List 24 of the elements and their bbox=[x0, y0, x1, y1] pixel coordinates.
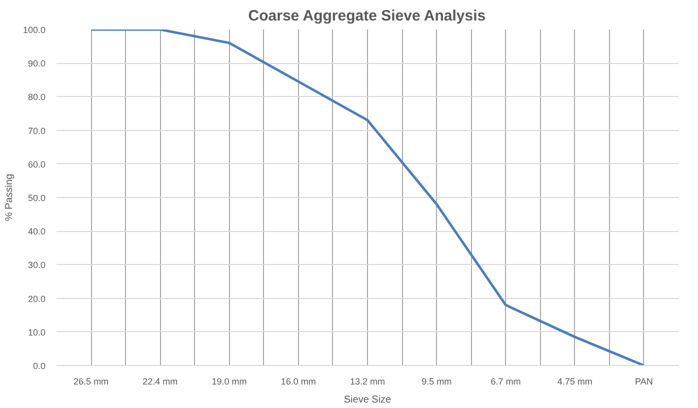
y-tick-label: 100.0 bbox=[22, 25, 46, 35]
y-tick-label: 40.0 bbox=[28, 226, 46, 237]
line-series bbox=[90, 30, 646, 366]
x-tick-label: 22.4 mm bbox=[142, 376, 178, 386]
y-tick-label: 80.0 bbox=[28, 92, 46, 102]
y-tick-label: 10.0 bbox=[28, 327, 46, 338]
x-tick-label: 4.75 mm bbox=[557, 376, 592, 386]
y-tick-label: 60.0 bbox=[28, 159, 46, 170]
x-tick-label: 13.2 mm bbox=[350, 376, 386, 386]
x-tick-label: 19.0 mm bbox=[212, 376, 247, 386]
x-tick-label: PAN bbox=[635, 376, 653, 386]
y-tick-label: 20.0 bbox=[28, 294, 46, 304]
x-tick-label: 9.5 mm bbox=[422, 376, 452, 386]
y-tick-label: 0.0 bbox=[32, 361, 46, 371]
y-tick-label: 30.0 bbox=[28, 260, 46, 270]
chart-title: Coarse Aggregate Sieve Analysis bbox=[248, 8, 486, 24]
y-tick-label: 90.0 bbox=[28, 58, 46, 69]
x-tick-label: 26.5 mm bbox=[74, 376, 109, 386]
x-axis-title: Sieve Size bbox=[344, 394, 392, 406]
y-axis-title: % Passing bbox=[4, 174, 15, 222]
y-tick-label: 70.0 bbox=[28, 126, 46, 136]
x-tick-label: 16.0 mm bbox=[280, 376, 316, 386]
x-tick-label: 6.7 mm bbox=[490, 376, 521, 386]
y-tick-label: 50.0 bbox=[28, 193, 46, 203]
